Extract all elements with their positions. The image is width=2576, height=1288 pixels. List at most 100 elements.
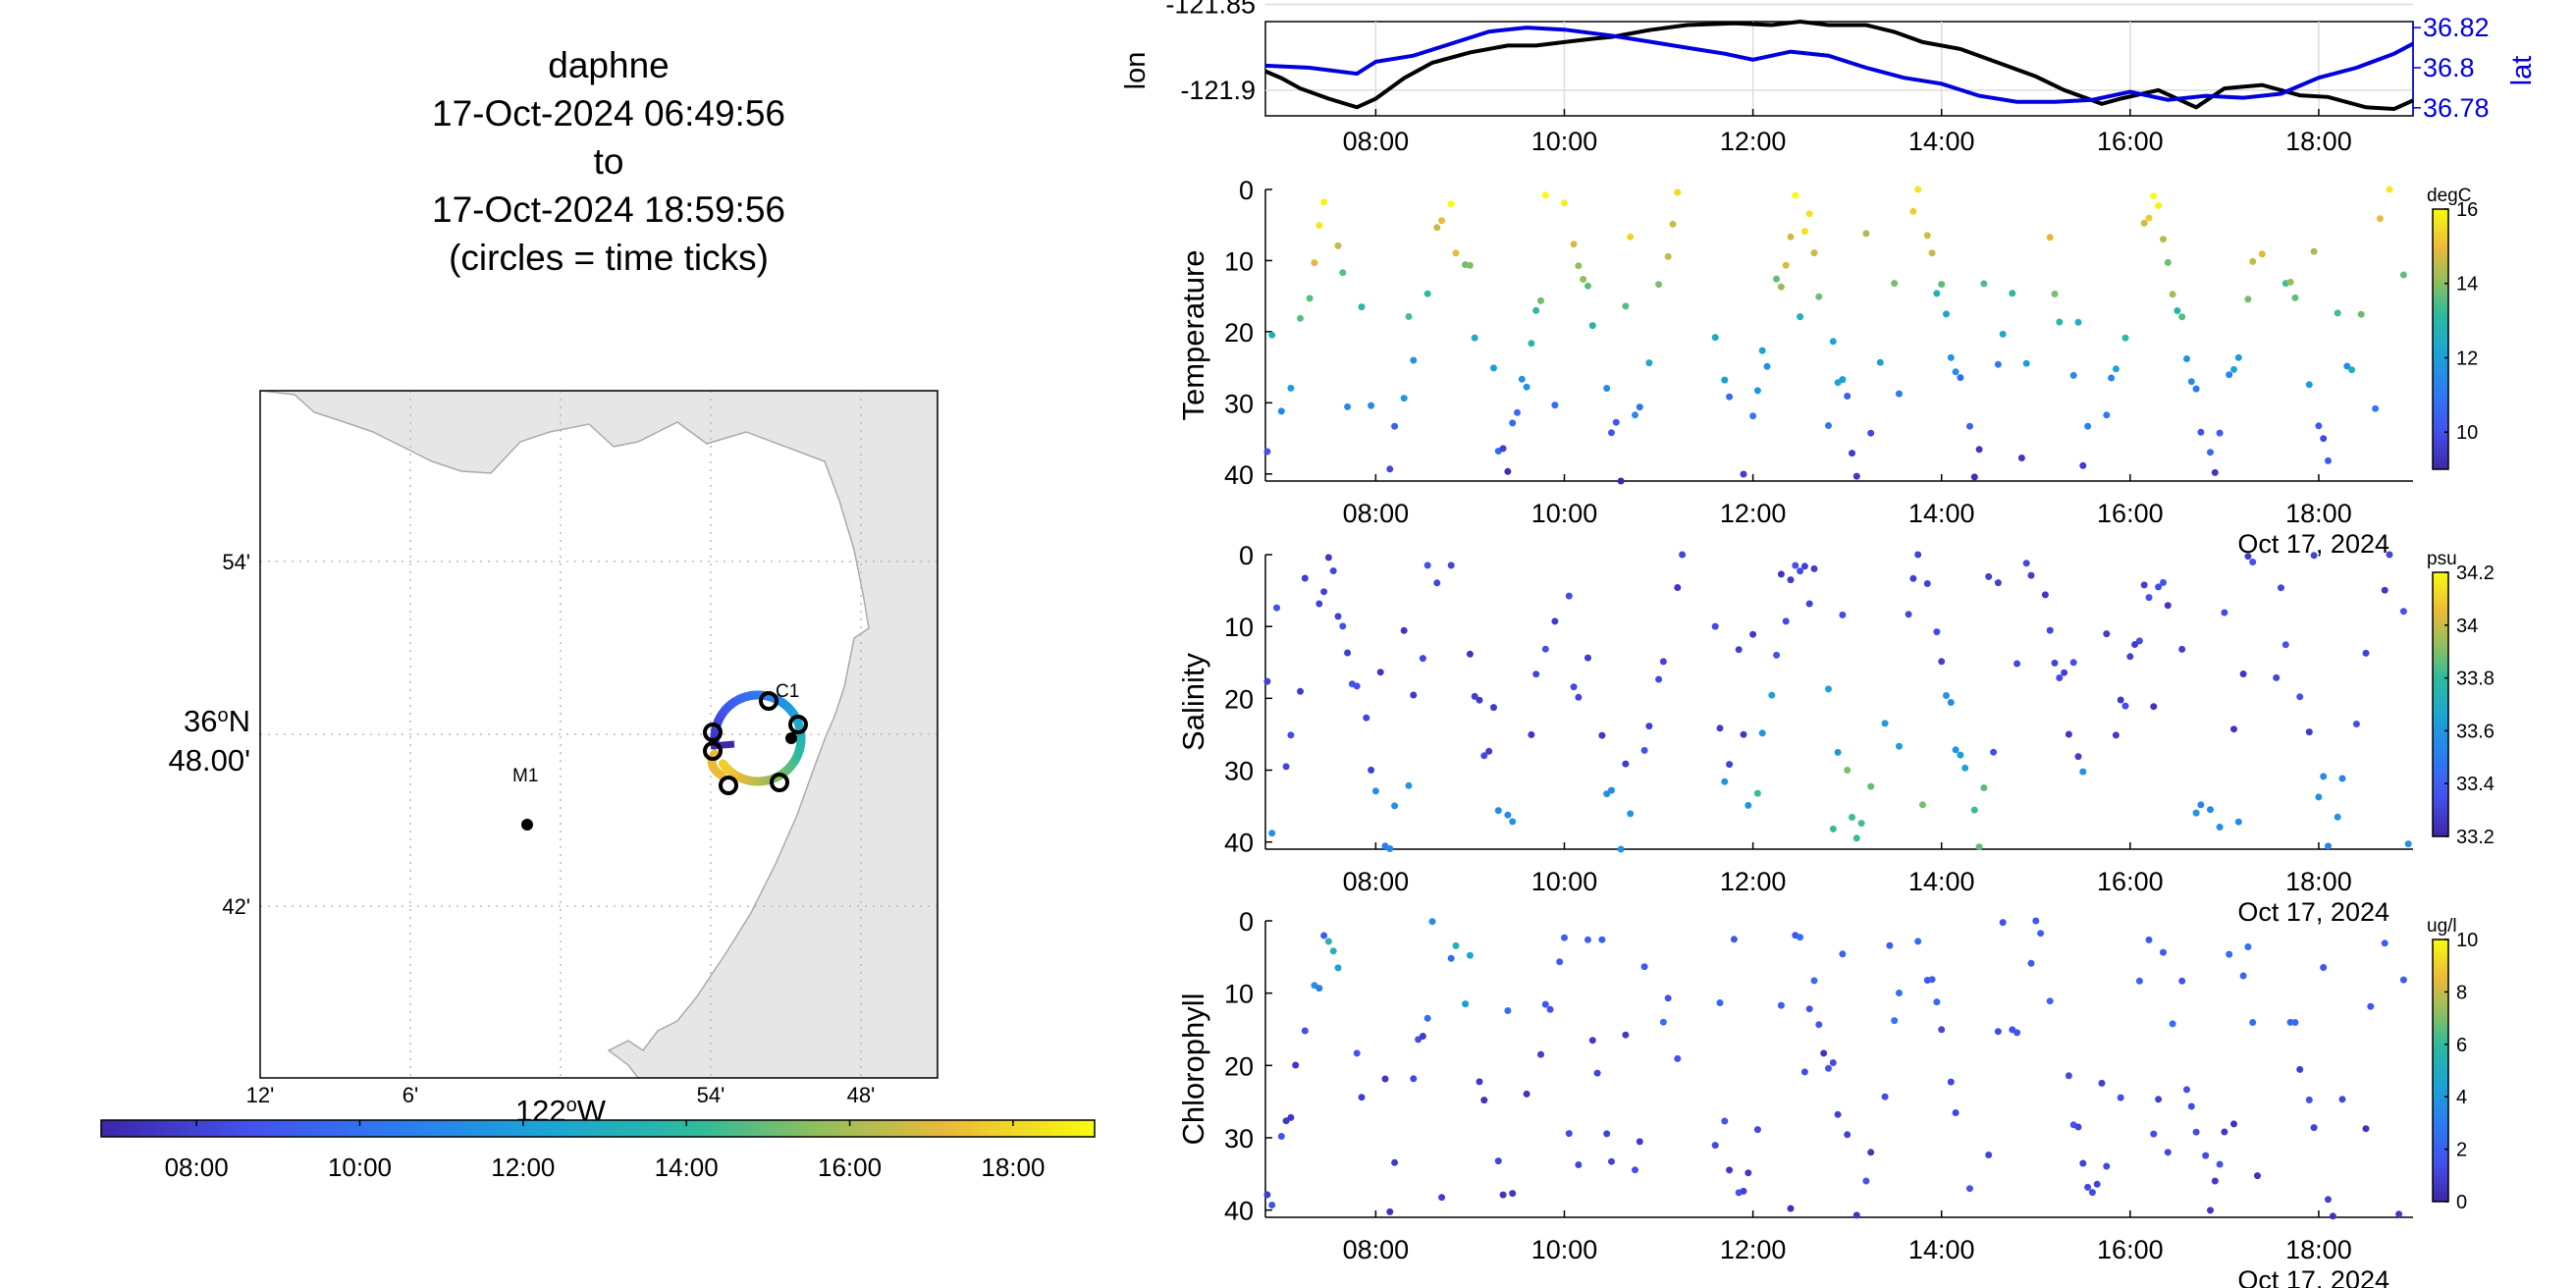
chlorophyll-point [2013,1029,2021,1037]
chlorophyll-point [1575,1161,1583,1168]
lon-tick-12: 12' [246,1083,275,1107]
chlorophyll-point [2399,976,2407,984]
chlorophyll-point [2192,1128,2200,1136]
temperature-point [1726,393,1734,401]
chlorophyll-point [1933,998,1941,1006]
temperature-point [2017,455,2025,461]
lat-y-tick-label: 36.82 [2423,13,2490,42]
chlorophyll-point [1301,1027,1309,1035]
temperature-point [1753,387,1761,395]
salinity-point [1598,731,1606,739]
temperature-point [1773,275,1781,283]
salinity-point [1645,723,1653,730]
chlorophyll-point [2395,1210,2403,1218]
salinity-point [1301,574,1309,582]
salinity-point [1711,622,1719,630]
salinity-point [1287,731,1295,739]
time-tick-circle [719,776,738,795]
chlorophyll-point [2074,1123,2082,1131]
temperature-point [2216,429,2224,437]
temperature-point [1867,429,1875,437]
temperature-point [2169,291,2176,298]
time-colorbar-tick-label: 08:00 [165,1153,229,1182]
chlorophyll-point [1829,1059,1837,1066]
salinity-colorbar-tick-label: 34.2 [2456,563,2495,584]
chlorophyll-point [1391,1158,1399,1166]
temperature-point [1603,385,1611,392]
salinity-colorbar-tick-label: 33.8 [2456,669,2495,690]
salinity-point [1919,801,1926,809]
temperature-point [1386,465,1394,473]
salinity-point [2404,840,2412,848]
temperature-point [1943,310,1950,318]
chlorophyll-y-tick-label: 20 [1224,1051,1254,1081]
temperature-point [1490,364,1497,372]
salinity-point [1334,613,1342,620]
chlorophyll-point [2291,1019,2299,1026]
temperature-point [1970,473,1978,481]
chlorophyll-x-tick-label: 16:00 [2097,1235,2164,1264]
chlorophyll-colorbar-unit: ug/l [2427,916,2457,937]
chlorophyll-colorbar-tick-label: 0 [2456,1192,2467,1213]
temperature-colorbar-unit: degC [2427,186,2471,206]
salinity-point [2131,641,2139,648]
salinity-point [1659,658,1667,666]
chlorophyll-point [1839,950,1847,958]
salinity-point [1914,551,1922,559]
chlorophyll-point [1730,936,1738,943]
chlorophyll-point [1546,1005,1554,1013]
temperature-point [1588,322,1596,330]
temperature-points [1263,186,2407,485]
chlorophyll-point [1928,976,1936,984]
temperature-point [1933,290,1941,297]
chlorophyll-point [2239,972,2247,980]
temperature-point [1334,242,1342,249]
temperature-point [1339,269,1347,277]
temperature-point [2291,294,2299,301]
temperature-point [2386,186,2393,193]
chlorophyll-point [2032,917,2040,925]
temperature-point [1849,450,1855,457]
chlorophyll-point [2079,1159,2087,1167]
salinity-point [2069,659,2077,667]
chlorophyll-point [1938,1026,1946,1034]
chlorophyll-point [2362,1125,2370,1133]
salinity-point [1363,714,1370,722]
temperature-point [1561,199,1568,207]
temperature-point [1277,407,1285,415]
salinity-point [2074,753,2082,761]
chlorophyll-point [1565,1130,1573,1138]
temperature-point [1499,445,1507,453]
temperature-point [1947,353,1955,361]
lon-y-tick-label: -121.85 [1165,0,1256,20]
title-line-end: 17-Oct-2024 18:59:56 [432,189,785,230]
chlorophyll-point [1480,1097,1488,1104]
salinity-point [1849,814,1855,821]
salinity-point [2230,725,2237,733]
chlorophyll-point [1632,1166,1638,1174]
time-colorbar-ramp [100,1119,1096,1138]
temperature-point [1711,334,1719,342]
salinity-y-tick-label: 20 [1224,684,1254,714]
temperature-point [1909,207,1917,215]
chlorophyll-point [1466,951,1474,959]
chlorophyll-point [1820,1049,1828,1057]
temperature-x-tick-label: 18:00 [2285,499,2352,528]
chlorophyll-point [1711,1142,1719,1150]
time-colorbar: 08:00 10:00 12:00 14:00 16:00 18:00 [100,1119,1096,1182]
map-panel: C1 M1 54' 42' 36oN 48.00' 12' 6' 54' 48'… [169,390,939,1128]
salinity-point [1575,693,1583,701]
salinity-colorbar-tick-label: 33.4 [2456,774,2495,795]
temperature-colorbar-tick-label: 16 [2456,199,2478,221]
chlorophyll-point [1598,936,1606,943]
salinity-point [1480,752,1488,760]
salinity-point [1640,746,1648,754]
chlorophyll-x-tick-label: 14:00 [1908,1235,1975,1264]
temperature-point [1447,200,1455,208]
temperature-point [1758,347,1766,354]
temperature-point [2230,365,2237,373]
salinity-point [2273,673,2281,681]
temperature-point [1466,261,1474,269]
salinity-point [1490,704,1497,712]
salinity-x-tick-label: 18:00 [2285,867,2352,896]
